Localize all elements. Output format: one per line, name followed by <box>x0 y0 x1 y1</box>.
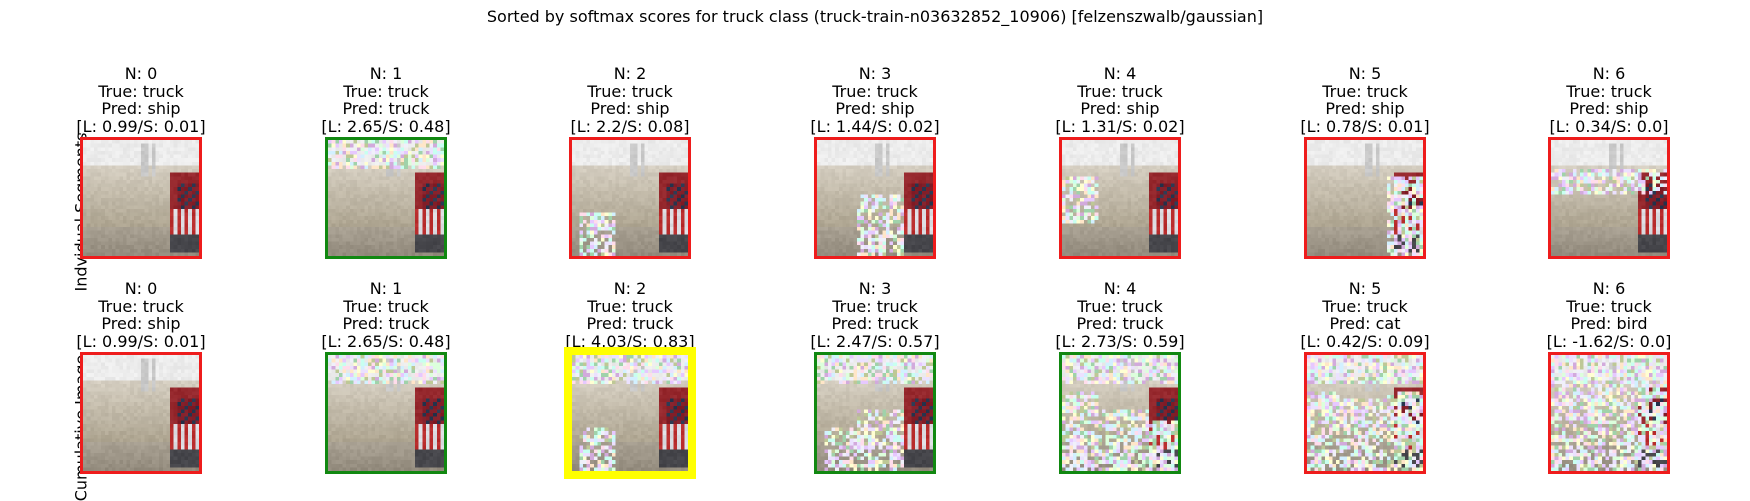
image-tile-green-frame <box>325 137 447 259</box>
image-tile-green-frame <box>814 352 936 474</box>
truck-image <box>328 140 444 256</box>
truck-image <box>83 355 199 471</box>
image-tile-yellow-frame <box>564 347 696 479</box>
image-tile-red-frame <box>1304 352 1426 474</box>
score-label: [L: 2.65/S: 0.48] <box>296 118 476 136</box>
panel-index-label: N: 6 <box>1519 280 1699 298</box>
truck-image <box>1062 140 1178 256</box>
truck-image <box>1551 140 1667 256</box>
pred-label: Pred: ship <box>1519 100 1699 118</box>
score-label: [L: 0.99/S: 0.01] <box>51 118 231 136</box>
true-label: True: truck <box>1030 83 1210 101</box>
score-label: [L: 1.31/S: 0.02] <box>1030 118 1210 136</box>
score-label: [L: 2.47/S: 0.57] <box>785 333 965 351</box>
truck-image <box>1307 355 1423 471</box>
pred-label: Pred: ship <box>785 100 965 118</box>
true-label: True: truck <box>1519 83 1699 101</box>
score-label: [L: 0.42/S: 0.09] <box>1275 333 1455 351</box>
image-tile-red-frame <box>1059 137 1181 259</box>
truck-image <box>1062 355 1178 471</box>
score-label: [L: 0.78/S: 0.01] <box>1275 118 1455 136</box>
pred-label: Pred: truck <box>296 100 476 118</box>
panel-index-label: N: 0 <box>51 280 231 298</box>
score-label: [L: 2.73/S: 0.59] <box>1030 333 1210 351</box>
image-tile-red-frame <box>1548 352 1670 474</box>
truck-image <box>817 355 933 471</box>
image-tile-red-frame <box>80 352 202 474</box>
panel-index-label: N: 4 <box>1030 65 1210 83</box>
pred-label: Pred: ship <box>1030 100 1210 118</box>
score-label: [L: -1.62/S: 0.0] <box>1519 333 1699 351</box>
image-tile-green-frame <box>325 352 447 474</box>
panel-index-label: N: 3 <box>785 65 965 83</box>
truck-image <box>1551 355 1667 471</box>
true-label: True: truck <box>1519 298 1699 316</box>
score-label: [L: 0.34/S: 0.0] <box>1519 118 1699 136</box>
truck-image <box>83 140 199 256</box>
panel-index-label: N: 0 <box>51 65 231 83</box>
true-label: True: truck <box>785 298 965 316</box>
pred-label: Pred: truck <box>1030 315 1210 333</box>
pred-label: Pred: ship <box>51 315 231 333</box>
pred-label: Pred: truck <box>540 315 720 333</box>
pred-label: Pred: ship <box>540 100 720 118</box>
image-tile-red-frame <box>80 137 202 259</box>
panel-index-label: N: 6 <box>1519 65 1699 83</box>
score-label: [L: 0.99/S: 0.01] <box>51 333 231 351</box>
panel-index-label: N: 2 <box>540 65 720 83</box>
true-label: True: truck <box>51 298 231 316</box>
truck-image <box>328 355 444 471</box>
panel-index-label: N: 3 <box>785 280 965 298</box>
true-label: True: truck <box>296 298 476 316</box>
pred-label: Pred: truck <box>296 315 476 333</box>
true-label: True: truck <box>540 83 720 101</box>
image-tile-green-frame <box>1059 352 1181 474</box>
true-label: True: truck <box>540 298 720 316</box>
panel-index-label: N: 1 <box>296 65 476 83</box>
pred-label: Pred: ship <box>1275 100 1455 118</box>
pred-label: Pred: ship <box>51 100 231 118</box>
truck-image <box>572 355 688 471</box>
panel-index-label: N: 1 <box>296 280 476 298</box>
panel-index-label: N: 5 <box>1275 280 1455 298</box>
true-label: True: truck <box>1275 298 1455 316</box>
pred-label: Pred: cat <box>1275 315 1455 333</box>
true-label: True: truck <box>51 83 231 101</box>
figure-title: Sorted by softmax scores for truck class… <box>0 7 1750 26</box>
true-label: True: truck <box>1030 298 1210 316</box>
true-label: True: truck <box>1275 83 1455 101</box>
score-label: [L: 1.44/S: 0.02] <box>785 118 965 136</box>
truck-image <box>572 140 688 256</box>
score-label: [L: 2.2/S: 0.08] <box>540 118 720 136</box>
true-label: True: truck <box>296 83 476 101</box>
image-tile-red-frame <box>1304 137 1426 259</box>
truck-image <box>817 140 933 256</box>
score-label: [L: 2.65/S: 0.48] <box>296 333 476 351</box>
pred-label: Pred: bird <box>1519 315 1699 333</box>
panel-index-label: N: 4 <box>1030 280 1210 298</box>
image-tile-red-frame <box>569 137 691 259</box>
image-tile-red-frame <box>1548 137 1670 259</box>
truck-image <box>1307 140 1423 256</box>
pred-label: Pred: truck <box>785 315 965 333</box>
panel-index-label: N: 2 <box>540 280 720 298</box>
true-label: True: truck <box>785 83 965 101</box>
panel-index-label: N: 5 <box>1275 65 1455 83</box>
image-tile-red-frame <box>814 137 936 259</box>
